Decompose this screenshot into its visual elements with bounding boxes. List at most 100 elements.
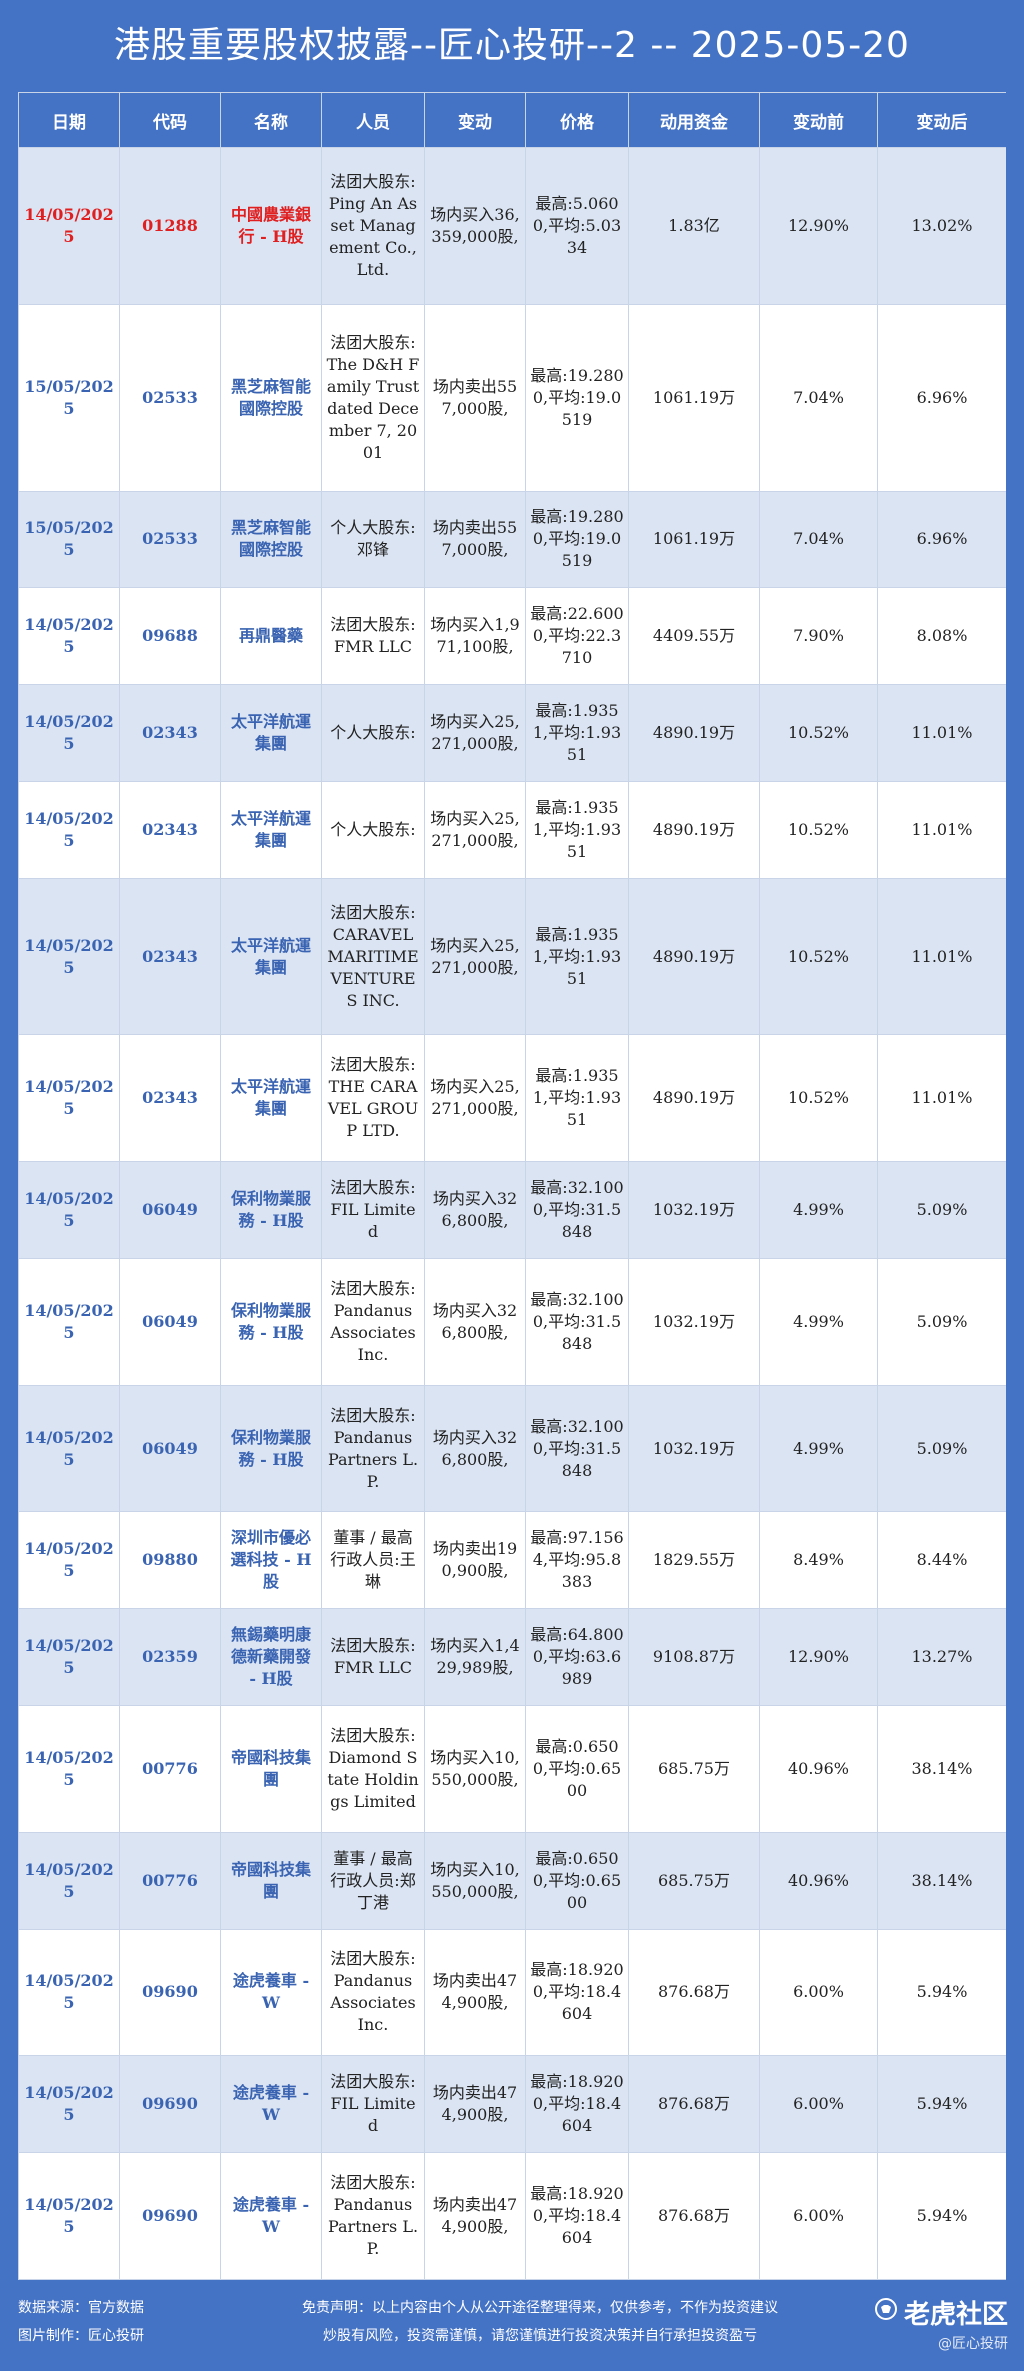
cell-date: 14/05/2025 (18, 1608, 120, 1707)
cell-price: 最高:5.0600,平均:5.0334 (525, 147, 629, 305)
table-row: 14/05/2025 02343 太平洋航運集團 法团大股东:THE CARAVEL … (18, 1034, 1006, 1163)
header-code: 代码 (119, 92, 221, 148)
table-row: 15/05/2025 02533 黑芝麻智能國際控股 法团大股东:The D&H Fa… (18, 303, 1006, 492)
cell-after: 5.94% (877, 2055, 1006, 2154)
cell-price: 最高:32.1000,平均:31.5848 (525, 1384, 629, 1513)
page-title: 港股重要股权披露--匠心投研--2 -- 2025-05-20 (114, 25, 910, 66)
disclaimer-line-2: 炒股有风险，投资需谨慎，请您谨慎进行投资决策并自行承担投资盈亏 (323, 2328, 757, 2344)
cell-before: 40.96% (759, 1831, 878, 1930)
table-row: 14/05/2025 02343 太平洋航運集團 个人大股东: 场内买入25,271,0… (18, 780, 1006, 879)
cell-after: 11.01% (877, 780, 1006, 879)
cell-name: 帝國科技集團 (220, 1705, 322, 1833)
cell-price: 最高:64.8000,平均:63.6989 (525, 1608, 629, 1707)
cell-code: 01288 (119, 147, 221, 305)
header-date: 日期 (18, 92, 120, 148)
table-row: 14/05/2025 02343 太平洋航運集團 个人大股东: 场内买入25,271,0… (18, 684, 1006, 782)
table-row: 14/05/2025 01288 中國農業銀行 - H股 法团大股东:Ping An … (18, 147, 1006, 305)
cell-price: 最高:1.9351,平均:1.9351 (525, 780, 629, 879)
cell-person: 法团大股东:Diamond State Holdings Limited (321, 1705, 425, 1833)
cell-person: 个人大股东: (321, 684, 425, 782)
cell-date: 14/05/2025 (18, 684, 120, 782)
header-after: 变动后 (877, 92, 1006, 148)
cell-before: 6.00% (759, 2152, 878, 2280)
cell-name: 途虎養車 - W (220, 1928, 322, 2057)
table-row: 14/05/2025 09880 深圳市優必選科技 - H股 董事 / 最高行政人员:… (18, 1511, 1006, 1610)
cell-code: 00776 (119, 1831, 221, 1930)
cell-person: 法团大股东:Pandanus Partners L.P. (321, 1384, 425, 1513)
cell-date: 15/05/2025 (18, 490, 120, 589)
cell-name: 太平洋航運集團 (220, 877, 322, 1036)
cell-price: 最高:19.2800,平均:19.0519 (525, 490, 629, 589)
brand-name: 老虎社区 (903, 2300, 1008, 2330)
cell-change: 场内买入25,271,000股, (424, 877, 526, 1036)
cell-funds: 4890.19万 (628, 1034, 760, 1163)
cell-person: 董事 / 最高行政人员:王琳 (321, 1511, 425, 1610)
cell-after: 8.44% (877, 1511, 1006, 1610)
cell-price: 最高:18.9200,平均:18.4604 (525, 2152, 629, 2280)
cell-change: 场内卖出557,000股, (424, 490, 526, 589)
cell-funds: 685.75万 (628, 1705, 760, 1833)
cell-name: 中國農業銀行 - H股 (220, 147, 322, 305)
cell-person: 董事 / 最高行政人员:郑丁港 (321, 1831, 425, 1930)
header-name: 名称 (220, 92, 322, 148)
cell-before: 40.96% (759, 1705, 878, 1833)
cell-price: 最高:97.1564,平均:95.8383 (525, 1511, 629, 1610)
cell-price: 最高:32.1000,平均:31.5848 (525, 1161, 629, 1259)
cell-change: 场内买入10,550,000股, (424, 1705, 526, 1833)
cell-person: 法团大股东:FIL Limited (321, 1161, 425, 1259)
cell-person: 法团大股东:FMR LLC (321, 587, 425, 686)
image-maker: 图片制作：匠心投研 (18, 2328, 144, 2344)
table-row: 14/05/2025 06049 保利物業服務 - H股 法团大股东:Pandanus… (18, 1384, 1006, 1513)
cell-price: 最高:1.9351,平均:1.9351 (525, 1034, 629, 1163)
cell-date: 14/05/2025 (18, 1034, 120, 1163)
watermark: 老虎社区 @匠心投研 (874, 2294, 1008, 2353)
tiger-logo-icon (874, 2297, 898, 2328)
cell-code: 09880 (119, 1511, 221, 1610)
cell-name: 太平洋航運集團 (220, 780, 322, 879)
table-row: 14/05/2025 09690 途虎養車 - W 法团大股东:Pandanus As… (18, 1928, 1006, 2057)
disclosure-table: 日期 代码 名称 人员 变动 价格 动用资金 变动前 变动后 14/05/202… (18, 92, 1006, 2280)
cell-change: 场内买入326,800股, (424, 1257, 526, 1386)
cell-funds: 1.83亿 (628, 147, 760, 305)
table-row: 14/05/2025 02359 無錫藥明康德新藥開發 - H股 法团大股东:FMR … (18, 1608, 1006, 1707)
cell-code: 02533 (119, 303, 221, 492)
cell-before: 4.99% (759, 1257, 878, 1386)
cell-after: 13.02% (877, 147, 1006, 305)
table-row: 14/05/2025 02343 太平洋航運集團 法团大股东:CARAVEL MARI… (18, 877, 1006, 1036)
cell-date: 14/05/2025 (18, 1831, 120, 1930)
header-change: 变动 (424, 92, 526, 148)
cell-funds: 4890.19万 (628, 877, 760, 1036)
disclaimer: 免责声明：以上内容由个人从公开途径整理得来，仅供参考，不作为投资建议 炒股有风险… (280, 2294, 800, 2350)
cell-name: 黑芝麻智能國際控股 (220, 490, 322, 589)
cell-change: 场内买入326,800股, (424, 1384, 526, 1513)
cell-funds: 685.75万 (628, 1831, 760, 1930)
cell-code: 09690 (119, 2055, 221, 2154)
cell-name: 再鼎醫藥 (220, 587, 322, 686)
cell-date: 14/05/2025 (18, 1705, 120, 1833)
cell-before: 6.00% (759, 2055, 878, 2154)
cell-price: 最高:32.1000,平均:31.5848 (525, 1257, 629, 1386)
cell-date: 14/05/2025 (18, 780, 120, 879)
cell-after: 8.08% (877, 587, 1006, 686)
cell-change: 场内卖出474,900股, (424, 2152, 526, 2280)
cell-before: 7.04% (759, 490, 878, 589)
table-row: 14/05/2025 09690 途虎養車 - W 法团大股东:Pandanus Pa… (18, 2152, 1006, 2280)
cell-before: 7.04% (759, 303, 878, 492)
cell-funds: 1032.19万 (628, 1384, 760, 1513)
cell-code: 02343 (119, 877, 221, 1036)
cell-before: 4.99% (759, 1161, 878, 1259)
cell-name: 保利物業服務 - H股 (220, 1384, 322, 1513)
cell-code: 02359 (119, 1608, 221, 1707)
cell-code: 09690 (119, 2152, 221, 2280)
table-row: 14/05/2025 06049 保利物業服務 - H股 法团大股东:FIL Limi… (18, 1161, 1006, 1259)
cell-before: 8.49% (759, 1511, 878, 1610)
cell-price: 最高:0.6500,平均:0.6500 (525, 1705, 629, 1833)
cell-change: 场内买入1,429,989股, (424, 1608, 526, 1707)
cell-change: 场内买入25,271,000股, (424, 780, 526, 879)
cell-after: 5.94% (877, 2152, 1006, 2280)
cell-before: 10.52% (759, 780, 878, 879)
cell-funds: 876.68万 (628, 2152, 760, 2280)
table-row: 14/05/2025 09688 再鼎醫藥 法团大股东:FMR LLC 场内买入1,97… (18, 587, 1006, 686)
cell-after: 5.09% (877, 1384, 1006, 1513)
cell-after: 38.14% (877, 1705, 1006, 1833)
